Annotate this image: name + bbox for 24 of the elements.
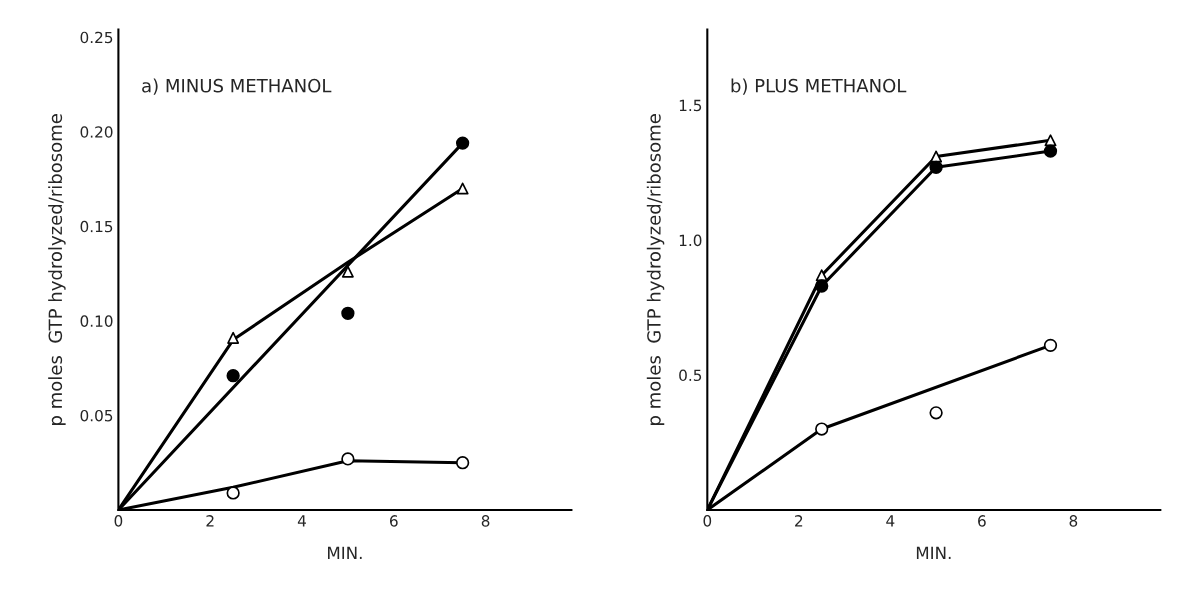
y-tick-label: 0.25	[80, 31, 113, 44]
x-tick-label: 6	[389, 515, 398, 527]
y-tick-label: 0.10	[80, 315, 113, 327]
y-axis-title: p moles GTP hydrolyzed/ribosome	[48, 114, 66, 425]
x-tick-label: 8	[481, 515, 490, 527]
y-tick-label: 0.5	[679, 369, 702, 382]
x-tick-label: 6	[978, 515, 986, 527]
y-axis-title: p moles GTP hydrolyzed/ribosome	[646, 114, 665, 425]
x-tick-label: 4	[886, 515, 895, 527]
y-tick-label: 0.15	[80, 220, 113, 233]
x-tick-label: 8	[1069, 515, 1078, 527]
y-tick-label: 1.5	[679, 99, 702, 112]
y-tick-label: 0.20	[80, 126, 113, 138]
text: b) PLUS METHANOL	[731, 78, 907, 95]
x-tick-label: 4	[297, 515, 306, 527]
y-tick-label: 1.0	[679, 234, 702, 247]
y-tick-label: 0.05	[80, 409, 113, 422]
text: a) MINUS METHANOL	[142, 78, 332, 95]
x-tick-label: 2	[795, 515, 803, 527]
x-axis-title: MIN.	[916, 546, 951, 559]
x-tick-label: 0	[114, 515, 123, 527]
x-axis-title: MIN.	[328, 546, 362, 559]
x-tick-label: 0	[703, 515, 712, 527]
x-tick-label: 2	[206, 515, 214, 527]
